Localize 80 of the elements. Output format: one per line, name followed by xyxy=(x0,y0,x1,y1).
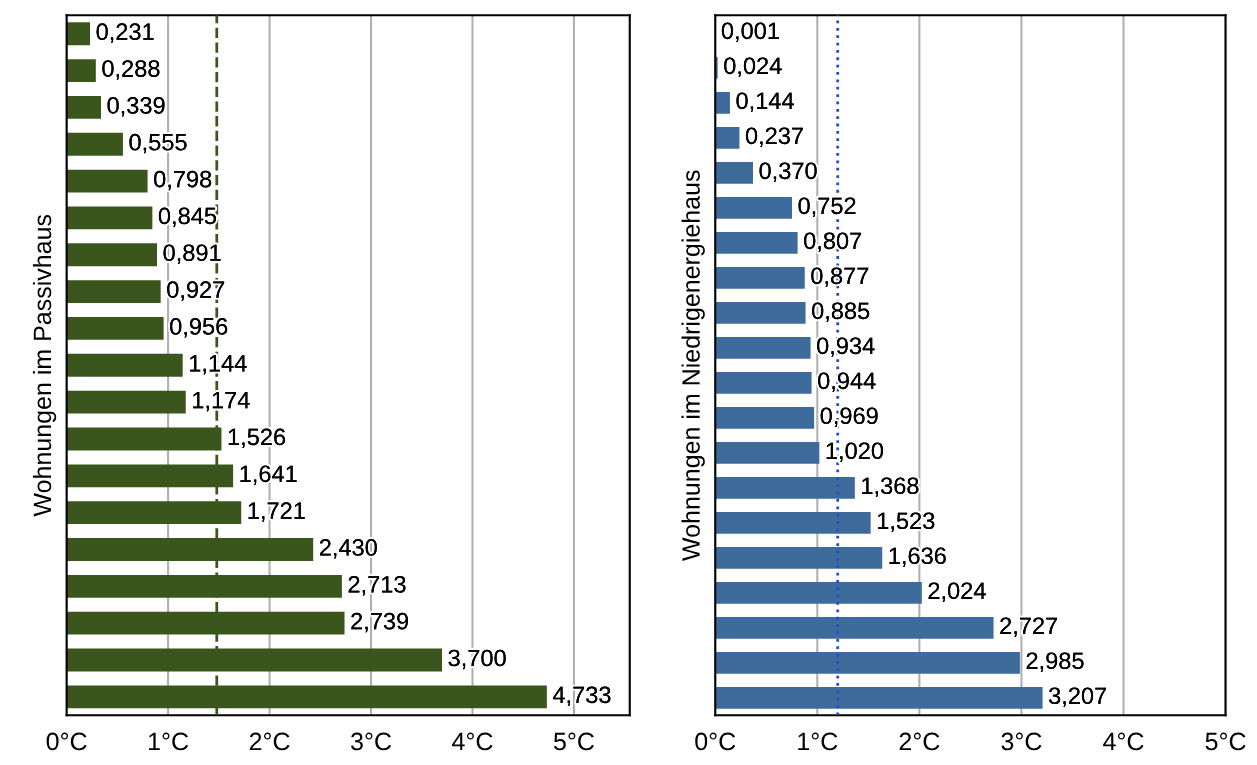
data-label: 1,641 xyxy=(240,465,297,485)
bar xyxy=(66,390,186,414)
data-label: 0,237 xyxy=(745,127,803,147)
data-label: 1,526 xyxy=(228,428,286,449)
y-axis-title: Wohnungen im Niedrigenergiehaus xyxy=(681,170,705,561)
bar xyxy=(66,95,102,119)
bar xyxy=(715,651,1020,674)
data-label: 1,636 xyxy=(889,547,946,567)
bar xyxy=(715,686,1043,709)
bar xyxy=(66,132,123,156)
bar xyxy=(66,59,96,82)
x-tick-label: 2°C xyxy=(899,732,940,751)
data-label: 1,144 xyxy=(190,355,247,375)
bar xyxy=(66,206,153,230)
data-label: 1,523 xyxy=(878,512,935,532)
x-tick-label: 4°C xyxy=(1103,732,1144,751)
bar xyxy=(66,353,183,377)
data-label: 0,001 xyxy=(721,22,779,42)
bar xyxy=(66,169,148,193)
bar xyxy=(715,581,922,604)
data-label: 3,700 xyxy=(448,649,506,670)
bar xyxy=(715,511,871,534)
data-label: 0,370 xyxy=(759,162,817,182)
bar xyxy=(715,266,805,289)
data-label: 0,927 xyxy=(167,281,225,301)
bar xyxy=(66,243,158,267)
x-tick-label: 1°C xyxy=(149,732,189,751)
data-label: 0,956 xyxy=(170,318,228,338)
x-tick-label: 3°C xyxy=(1001,732,1042,751)
data-label: 0,555 xyxy=(129,133,187,154)
data-label: 0,845 xyxy=(158,207,217,228)
data-label: 0,877 xyxy=(811,267,869,287)
x-tick-label: 3°C xyxy=(351,732,392,751)
bar xyxy=(715,231,798,254)
x-tick-label: 0°C xyxy=(46,732,87,751)
bar xyxy=(66,280,161,304)
data-label: 4,733 xyxy=(552,686,611,706)
x-tick-label: 0°C xyxy=(695,732,736,751)
data-label: 2,727 xyxy=(1000,617,1058,637)
bar xyxy=(66,22,91,46)
bar xyxy=(715,336,811,359)
x-tick-label: 5°C xyxy=(553,732,594,751)
bar xyxy=(715,196,792,219)
data-label: 2,985 xyxy=(1026,652,1084,672)
bar xyxy=(715,546,883,569)
y-axis-title: Wohnungen im Passivhaus xyxy=(32,214,57,517)
bar xyxy=(66,317,164,340)
data-label: 1,020 xyxy=(826,442,884,462)
bar xyxy=(715,616,994,639)
data-label: 0,144 xyxy=(736,92,794,112)
data-label: 2,739 xyxy=(351,612,409,633)
data-label: 0,798 xyxy=(154,170,212,191)
bar xyxy=(715,476,855,499)
data-label: 0,339 xyxy=(107,97,165,117)
data-label: 0,752 xyxy=(798,197,856,217)
data-label: 0,231 xyxy=(96,23,154,43)
data-label: 0,885 xyxy=(812,302,870,322)
bar xyxy=(715,406,815,429)
bar xyxy=(715,126,740,149)
data-label: 1,368 xyxy=(862,477,919,497)
data-label: 0,944 xyxy=(818,372,876,392)
x-tick-label: 1°C xyxy=(798,732,838,751)
x-tick-label: 4°C xyxy=(452,732,493,751)
data-label: 2,713 xyxy=(348,575,406,596)
data-label: 0,934 xyxy=(817,337,875,357)
x-tick-label: 5°C xyxy=(1205,732,1246,751)
bar xyxy=(715,161,753,184)
data-label: 2,430 xyxy=(319,539,377,559)
bar xyxy=(715,91,730,114)
bar xyxy=(715,441,820,464)
bar xyxy=(715,301,806,324)
data-label: 0,288 xyxy=(102,60,160,80)
data-label: 2,024 xyxy=(928,582,986,602)
data-label: 3,207 xyxy=(1049,687,1107,707)
x-tick-label: 2°C xyxy=(249,732,290,751)
data-label: 0,024 xyxy=(724,57,782,77)
data-label: 0,969 xyxy=(820,407,878,427)
bar xyxy=(715,371,812,394)
data-label: 0,807 xyxy=(804,232,862,252)
data-label: 1,721 xyxy=(248,502,305,522)
